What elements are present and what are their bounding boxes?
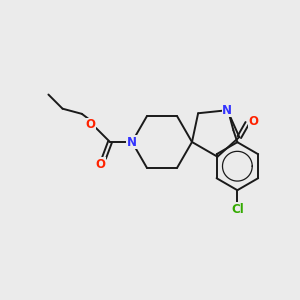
Text: O: O bbox=[95, 158, 105, 170]
Text: N: N bbox=[222, 104, 233, 117]
Text: O: O bbox=[85, 118, 95, 131]
Text: N: N bbox=[127, 136, 137, 148]
Text: O: O bbox=[248, 115, 258, 128]
Text: Cl: Cl bbox=[231, 203, 244, 216]
